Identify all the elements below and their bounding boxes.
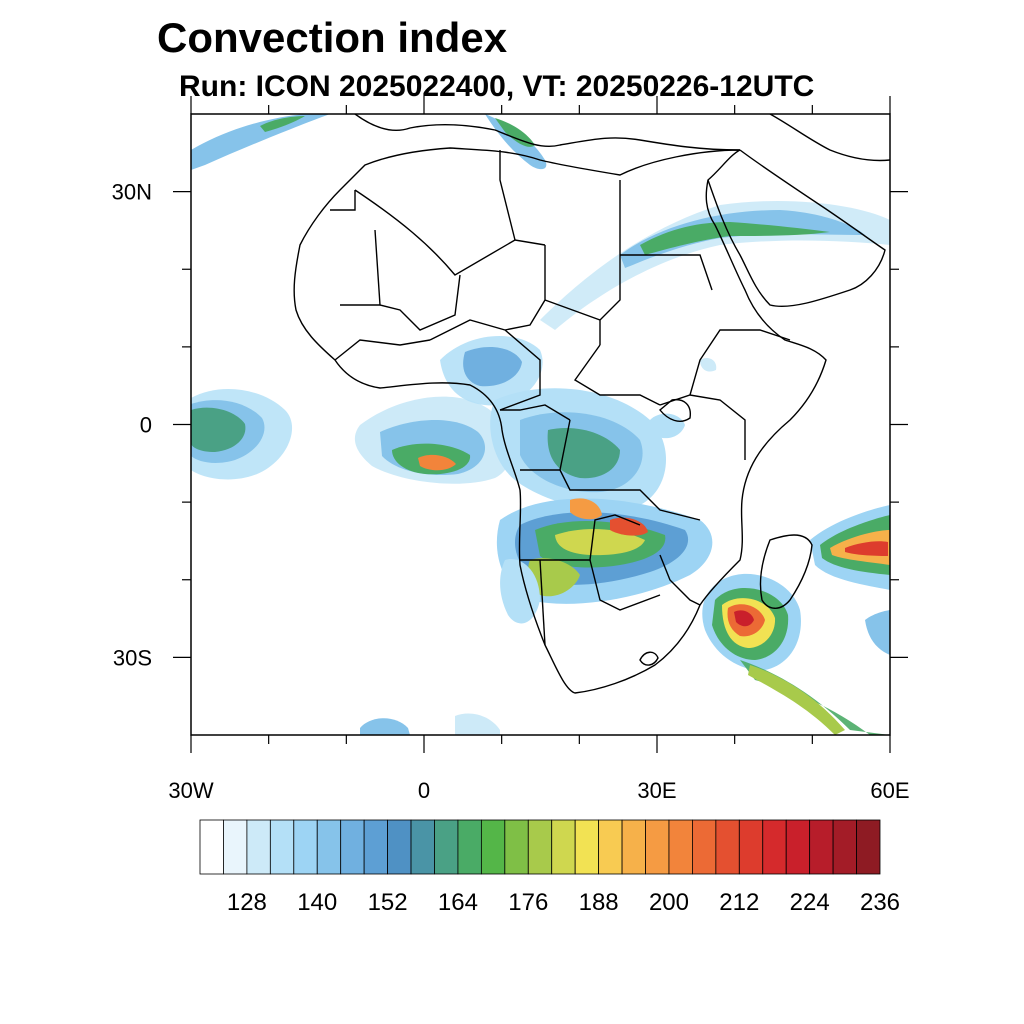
colorbar-label: 212 — [719, 889, 759, 916]
y-tick-label: 30S — [113, 645, 152, 670]
colorbar — [199, 819, 881, 875]
colorbar-swatch — [480, 819, 506, 875]
colorbar-swatch — [223, 819, 248, 875]
x-tick-label: 60E — [870, 778, 909, 803]
coastlines-borders — [293, 114, 890, 694]
colorbar-swatch — [199, 819, 224, 875]
axis-ticks — [173, 96, 908, 753]
y-tick-label: 0 — [140, 413, 152, 438]
map-title: Convection index — [157, 14, 508, 61]
colorbar-swatch — [551, 819, 576, 875]
colorbar-label: 236 — [860, 889, 900, 916]
colorbar-label: 224 — [790, 889, 830, 916]
x-tick-labels: 30W 0 30E 60E — [168, 778, 909, 803]
convection-field — [191, 114, 890, 735]
colorbar-swatch — [457, 819, 482, 875]
colorbar-swatch — [504, 819, 529, 875]
colorbar-labels: 128 140 152 164 176 188 200 212 224 236 — [227, 889, 900, 916]
colorbar-swatch — [340, 819, 365, 875]
colorbar-swatch — [246, 819, 271, 875]
colorbar-swatch — [762, 819, 787, 875]
colorbar-swatch — [434, 819, 459, 875]
colorbar-swatch — [832, 819, 857, 875]
colorbar-swatch — [410, 819, 435, 875]
colorbar-swatch — [715, 819, 740, 875]
colorbar-label: 140 — [297, 889, 337, 916]
colorbar-swatch — [785, 819, 811, 875]
colorbar-swatch — [738, 819, 764, 875]
x-tick-label: 30E — [637, 778, 676, 803]
colorbar-swatch — [387, 819, 412, 875]
colorbar-swatch — [316, 819, 342, 875]
colorbar-swatch — [809, 819, 834, 875]
colorbar-swatch — [574, 819, 600, 875]
x-tick-label: 0 — [418, 778, 430, 803]
colorbar-swatch — [363, 819, 388, 875]
map-subtitle: Run: ICON 2025022400, VT: 20250226-12UTC — [179, 70, 815, 103]
colorbar-swatch — [856, 819, 881, 875]
colorbar-swatch — [598, 819, 623, 875]
colorbar-swatch — [645, 819, 670, 875]
colorbar-swatch — [621, 819, 646, 875]
colorbar-label: 176 — [508, 889, 548, 916]
colorbar-label: 200 — [649, 889, 689, 916]
colorbar-label: 188 — [579, 889, 619, 916]
x-tick-label: 30W — [168, 778, 213, 803]
colorbar-label: 152 — [368, 889, 408, 916]
colorbar-swatch — [527, 819, 553, 875]
y-tick-label: 30N — [112, 180, 152, 205]
colorbar-swatch — [269, 819, 295, 875]
colorbar-swatch — [692, 819, 717, 875]
y-tick-labels: 30N 0 30S — [112, 180, 152, 671]
colorbar-swatch — [293, 819, 318, 875]
colorbar-label: 128 — [227, 889, 267, 916]
colorbar-swatch — [668, 819, 693, 875]
colorbar-label: 164 — [438, 889, 478, 916]
